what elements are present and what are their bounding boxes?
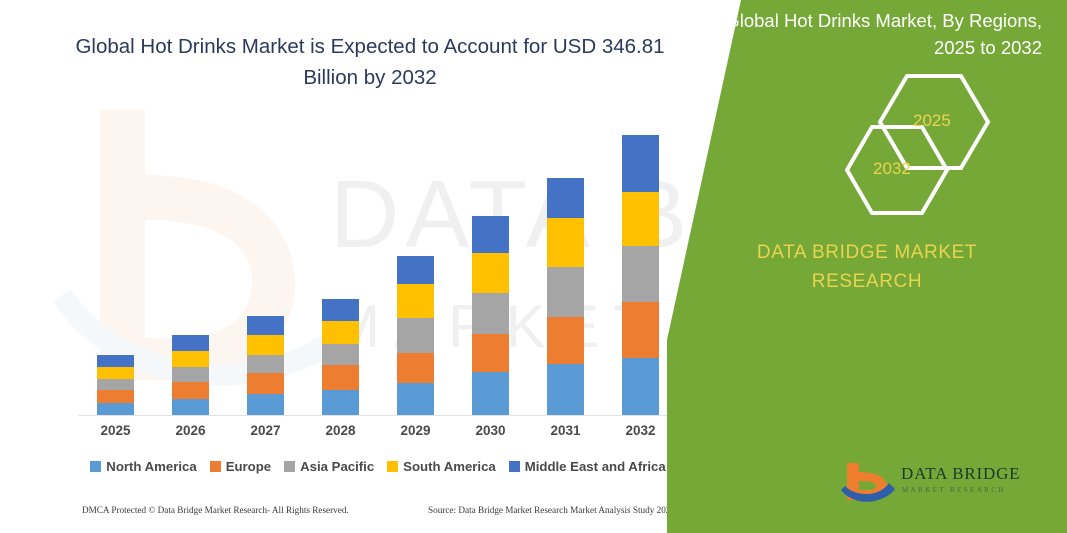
bar-segment (322, 390, 359, 415)
bar-segment (97, 367, 134, 380)
panel-title: Global Hot Drinks Market, By Regions, 20… (725, 10, 1042, 58)
bar-2027 (247, 315, 284, 415)
legend-swatch-icon (387, 460, 399, 472)
bar-segment (97, 355, 134, 368)
brand-line-2: RESEARCH (811, 271, 923, 293)
bar-segment (397, 284, 434, 319)
legend-swatch-icon (209, 460, 221, 472)
bar-segment (97, 390, 134, 404)
bar-segment (247, 355, 284, 374)
legend-label: Asia Pacific (300, 458, 375, 474)
bar-segment (172, 335, 209, 351)
legend-item[interactable]: Europe (209, 458, 272, 474)
bar-segment (172, 350, 209, 368)
page-title: Global Hot Drinks Market is Expected to … (75, 35, 665, 89)
bar-segment (322, 343, 359, 366)
data-bridge-logo-icon (841, 463, 895, 502)
bar-segment (247, 315, 284, 335)
bar-segment (622, 135, 659, 193)
legend-label: Middle East and Africa (524, 458, 666, 474)
bar-segment (622, 358, 659, 415)
chart-legend: North America Europe Asia Pacific South Ame… (78, 455, 678, 477)
legend-item[interactable]: Asia Pacific (284, 459, 374, 474)
legend-item[interactable]: South America (387, 459, 496, 474)
legend-label: South America (403, 458, 496, 474)
bar-segment (397, 318, 434, 353)
bar-segment (622, 192, 659, 247)
bar-chart-plot (78, 118, 678, 415)
legend-label: North America (106, 458, 197, 474)
bar-2031 (547, 177, 584, 415)
bar-segment (472, 216, 509, 254)
bar-segment (622, 246, 659, 302)
hexagon-label-2032: 2032 (873, 159, 911, 178)
bar-segment (397, 352, 434, 384)
bar-segment (397, 255, 434, 284)
x-axis-labels: 2025 2026 2027 2028 2029 2030 2031 2032 (78, 423, 678, 445)
bar-segment (472, 253, 509, 293)
legend-label: Europe (225, 458, 272, 474)
bar-segment (472, 292, 509, 334)
bar-segment (622, 301, 659, 359)
bar-2026 (172, 335, 209, 415)
bar-segment (172, 381, 209, 399)
bar-2025 (97, 355, 134, 415)
x-axis-label-2028: 2028 (325, 423, 356, 438)
bar-2028 (322, 298, 359, 415)
hexagon-label-2025: 2025 (913, 111, 951, 130)
legend-item[interactable]: Middle East and Africa (508, 458, 666, 474)
bar-segment (547, 218, 584, 267)
company-logo: DATA BRIDGE MARKET RESEARCH (839, 460, 1049, 508)
bar-segment (97, 379, 134, 391)
legend-swatch-icon (90, 460, 102, 472)
x-axis-label-2029: 2029 (400, 423, 431, 438)
bar-segment (97, 403, 134, 415)
x-axis-label-2025: 2025 (100, 423, 131, 438)
footer-copyright: DMCA Protected © Data Bridge Market Rese… (82, 505, 349, 515)
brand-name: DATA BRIDGE MARKET RESEARCH (667, 238, 1067, 297)
logo-tagline: MARKET RESEARCH (902, 486, 1006, 494)
bar-segment (547, 177, 584, 219)
bar-2029 (397, 255, 434, 415)
bar-segment (322, 320, 359, 344)
x-axis-label-2030: 2030 (475, 423, 506, 438)
logo-title: DATA BRIDGE (901, 464, 1021, 483)
green-panel: Global Hot Drinks Market, By Regions, 20… (667, 0, 1067, 533)
x-axis-label-2031: 2031 (550, 423, 581, 438)
bar-segment (547, 266, 584, 317)
bar-segment (247, 394, 284, 415)
bar-segment (397, 383, 434, 415)
bar-segment (172, 398, 209, 415)
x-axis-label-2032: 2032 (625, 423, 656, 438)
brand-line-1: DATA BRIDGE MARKET (756, 242, 978, 263)
legend-item[interactable]: North America (90, 458, 197, 474)
bar-segment (247, 373, 284, 395)
x-axis-label-2027: 2027 (250, 423, 281, 438)
chart-pane: DATA BRIDGE MARKET RESEARCH Global Hot D… (0, 35, 760, 525)
bar-segment (472, 333, 509, 373)
footer: DMCA Protected © Data Bridge Market Rese… (0, 505, 760, 525)
bar-segment (472, 372, 509, 415)
bar-segment (547, 363, 584, 415)
bar-segment (172, 367, 209, 382)
bar-segment (247, 334, 284, 356)
bar-segment (322, 298, 359, 321)
legend-swatch-icon (284, 460, 296, 472)
footer-source: Source: Data Bridge Market Research Mark… (428, 505, 675, 515)
bar-2032 (622, 135, 659, 415)
bar-segment (322, 365, 359, 391)
legend-swatch-icon (508, 460, 520, 472)
bar-segment (547, 316, 584, 364)
bar-2030 (472, 216, 509, 415)
x-axis-line (78, 415, 678, 416)
x-axis-label-2026: 2026 (175, 423, 206, 438)
